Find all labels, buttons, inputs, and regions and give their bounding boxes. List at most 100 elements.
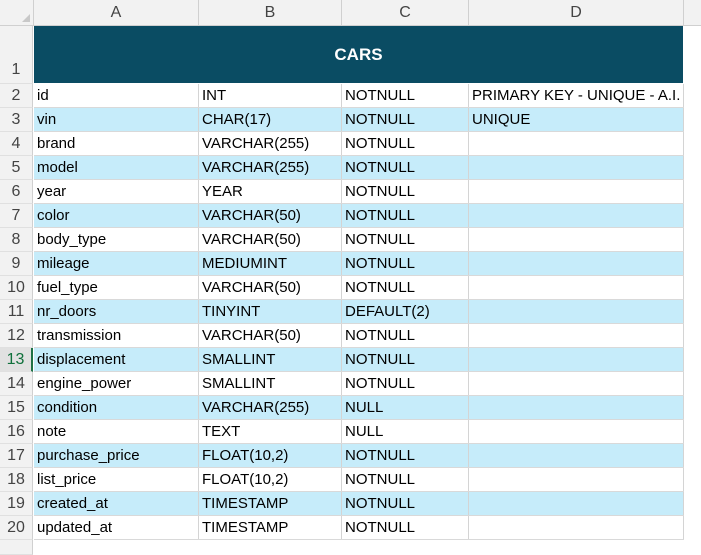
cell-a[interactable]: note [37, 423, 67, 440]
cell-a[interactable]: model [37, 159, 78, 176]
cell-c[interactable]: NOTNULL [345, 351, 416, 368]
cell-b[interactable]: VARCHAR(255) [202, 399, 310, 416]
cell-a[interactable]: created_at [37, 495, 108, 512]
cell-a[interactable]: purchase_price [37, 447, 140, 464]
row-header-17[interactable]: 17 [0, 444, 33, 468]
cell-a[interactable]: color [37, 207, 70, 224]
row-header-19[interactable]: 19 [0, 492, 33, 516]
cell-d[interactable] [469, 132, 684, 156]
cell-d[interactable] [469, 204, 684, 228]
cell-d[interactable] [469, 252, 684, 276]
cell-c[interactable]: NOTNULL [345, 327, 416, 344]
cell-c[interactable]: NOTNULL [345, 375, 416, 392]
cell-c[interactable]: NOTNULL [345, 111, 416, 128]
row-header-15[interactable]: 15 [0, 396, 33, 420]
cell-b[interactable]: VARCHAR(50) [202, 279, 301, 296]
cell-c[interactable]: NOTNULL [345, 207, 416, 224]
cell-d[interactable] [469, 348, 684, 372]
cell-b[interactable]: VARCHAR(50) [202, 207, 301, 224]
cell-b[interactable]: FLOAT(10,2) [202, 471, 289, 488]
cell-a[interactable]: nr_doors [37, 303, 97, 320]
row-header-16[interactable]: 16 [0, 420, 33, 444]
cell-d[interactable] [469, 228, 684, 252]
column-header-b[interactable]: B [199, 0, 342, 25]
cell-d[interactable] [469, 396, 684, 420]
cell-b[interactable]: TINYINT [202, 303, 261, 320]
cell-c[interactable]: NOTNULL [345, 87, 416, 104]
cell-b[interactable]: CHAR(17) [202, 111, 272, 128]
cell-a[interactable]: id [37, 87, 49, 104]
cell-c[interactable]: NOTNULL [345, 279, 416, 296]
row-header-20[interactable]: 20 [0, 516, 33, 540]
cell-b[interactable]: VARCHAR(50) [202, 327, 301, 344]
cell-d[interactable] [469, 372, 684, 396]
cell-b[interactable]: TIMESTAMP [202, 495, 289, 512]
cell-a[interactable]: year [37, 183, 67, 200]
cell-b[interactable]: VARCHAR(255) [202, 135, 310, 152]
cell-b[interactable]: MEDIUMINT [202, 255, 287, 272]
cell-a[interactable]: mileage [37, 255, 90, 272]
row-header-8[interactable]: 8 [0, 228, 33, 252]
cell-a[interactable]: list_price [37, 471, 97, 488]
cell-a[interactable]: transmission [37, 327, 122, 344]
cell-c[interactable]: NOTNULL [345, 447, 416, 464]
cell-a[interactable]: vin [37, 111, 57, 128]
column-header-d[interactable]: D [469, 0, 684, 25]
row-header-2[interactable]: 2 [0, 84, 33, 108]
cell-b[interactable]: VARCHAR(255) [202, 159, 310, 176]
cell-c[interactable]: NOTNULL [345, 159, 416, 176]
table-title-cell[interactable]: CARS [34, 26, 683, 83]
cell-b[interactable]: SMALLINT [202, 351, 276, 368]
cell-b[interactable]: VARCHAR(50) [202, 231, 301, 248]
cell-c[interactable]: NOTNULL [345, 471, 416, 488]
row-header-10[interactable]: 10 [0, 276, 33, 300]
row-header-7[interactable]: 7 [0, 204, 33, 228]
select-all-corner[interactable] [0, 0, 34, 25]
cell-a[interactable]: displacement [37, 351, 126, 368]
column-header-c[interactable]: C [342, 0, 469, 25]
cell-b[interactable]: YEAR [202, 183, 243, 200]
cell-d[interactable] [469, 492, 684, 516]
cell-c[interactable]: NOTNULL [345, 495, 416, 512]
cell-d[interactable] [469, 156, 684, 180]
cell-c[interactable]: NOTNULL [345, 231, 416, 248]
row-header-4[interactable]: 4 [0, 132, 33, 156]
cell-a[interactable]: condition [37, 399, 98, 416]
cell-d[interactable]: UNIQUE [472, 111, 531, 128]
row-header-1[interactable]: 1 [0, 26, 33, 84]
column-header-a[interactable]: A [34, 0, 199, 25]
row-header-partial[interactable] [0, 540, 33, 555]
row-header-14[interactable]: 14 [0, 372, 33, 396]
cell-d[interactable] [469, 276, 684, 300]
row-header-13[interactable]: 13 [0, 348, 33, 372]
cell-d[interactable] [469, 324, 684, 348]
cell-d[interactable] [469, 516, 684, 540]
cell-d[interactable] [469, 300, 684, 324]
cell-c[interactable]: NOTNULL [345, 255, 416, 272]
row-header-5[interactable]: 5 [0, 156, 33, 180]
cell-b[interactable]: INT [202, 87, 227, 104]
cell-c[interactable]: NOTNULL [345, 183, 416, 200]
cell-d[interactable] [469, 420, 684, 444]
row-header-12[interactable]: 12 [0, 324, 33, 348]
cell-a[interactable]: updated_at [37, 519, 113, 536]
cell-c[interactable]: NOTNULL [345, 135, 416, 152]
cell-a[interactable]: engine_power [37, 375, 132, 392]
cell-d[interactable] [469, 468, 684, 492]
cell-a[interactable]: body_type [37, 231, 107, 248]
row-header-6[interactable]: 6 [0, 180, 33, 204]
cell-d[interactable] [469, 180, 684, 204]
cell-b[interactable]: TEXT [202, 423, 241, 440]
cell-d[interactable] [469, 444, 684, 468]
row-header-3[interactable]: 3 [0, 108, 33, 132]
cell-b[interactable]: SMALLINT [202, 375, 276, 392]
empty-column-area[interactable] [684, 26, 701, 555]
cell-d[interactable]: PRIMARY KEY - UNIQUE - A.I. [472, 87, 681, 104]
cell-c[interactable]: NULL [345, 423, 384, 440]
cell-b[interactable]: FLOAT(10,2) [202, 447, 289, 464]
cell-b[interactable]: TIMESTAMP [202, 519, 289, 536]
row-header-11[interactable]: 11 [0, 300, 33, 324]
cell-a[interactable]: brand [37, 135, 76, 152]
cell-c[interactable]: NOTNULL [345, 519, 416, 536]
cell-a[interactable]: fuel_type [37, 279, 98, 296]
